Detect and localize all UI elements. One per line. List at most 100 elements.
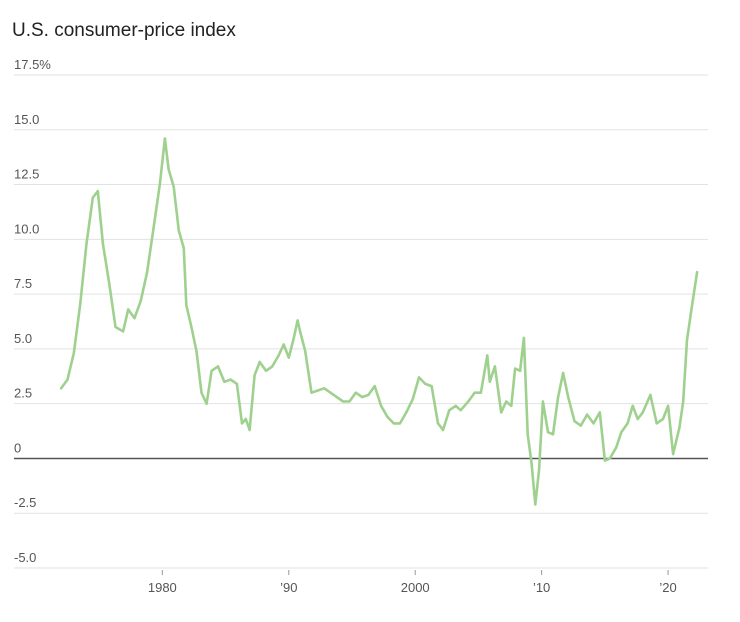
data-point xyxy=(258,360,261,364)
data-point xyxy=(430,384,433,388)
cpi-series-line xyxy=(59,137,699,506)
data-point xyxy=(264,369,268,372)
data-point xyxy=(303,349,307,353)
data-point xyxy=(405,411,408,414)
data-point xyxy=(296,319,299,322)
data-point xyxy=(695,271,699,274)
data-point xyxy=(341,400,345,403)
y-tick-label: 15.0 xyxy=(14,112,39,127)
data-point xyxy=(398,422,402,425)
data-point xyxy=(561,371,565,375)
data-point xyxy=(505,400,508,403)
data-point xyxy=(91,196,94,199)
data-point xyxy=(248,428,251,432)
data-point xyxy=(411,398,414,401)
data-point xyxy=(210,369,213,372)
data-point xyxy=(223,380,226,383)
data-point xyxy=(436,422,440,425)
data-point xyxy=(163,137,167,140)
data-point xyxy=(530,461,533,465)
data-point xyxy=(666,404,670,408)
data-point xyxy=(448,409,451,412)
data-point xyxy=(641,411,644,414)
data-point xyxy=(367,393,370,397)
data-point xyxy=(373,384,376,388)
data-point xyxy=(424,382,427,386)
chart-title: U.S. consumer-price index xyxy=(12,20,236,41)
y-tick-label: 7.5 xyxy=(14,276,32,291)
data-point xyxy=(108,281,111,285)
data-point xyxy=(185,303,188,307)
data-point xyxy=(510,404,513,408)
y-tick-label: 0 xyxy=(14,440,21,455)
data-point xyxy=(690,303,694,307)
data-point xyxy=(678,426,681,429)
data-point xyxy=(287,356,290,359)
series-layer xyxy=(59,137,699,506)
data-point xyxy=(310,391,313,394)
data-point xyxy=(229,378,232,381)
data-point xyxy=(145,271,149,274)
data-point xyxy=(392,422,395,425)
data-point xyxy=(316,389,320,392)
data-point xyxy=(121,330,125,333)
data-point xyxy=(579,424,583,427)
x-tick-label: ’10 xyxy=(533,580,550,595)
data-point xyxy=(200,391,203,394)
data-point xyxy=(253,373,256,377)
data-point xyxy=(522,336,526,340)
data-point xyxy=(96,189,100,193)
data-point xyxy=(661,417,665,421)
data-point xyxy=(534,503,537,506)
y-tick-label: 5.0 xyxy=(14,331,32,346)
data-point xyxy=(541,400,545,403)
x-tick-label: 1980 xyxy=(148,580,177,595)
y-axis-labels: 17.5% 15.0 12.5 10.0 7.5 5.0 2.5 0 -2.5 -5.0 xyxy=(14,57,51,565)
data-point xyxy=(240,422,244,425)
data-point xyxy=(526,433,529,436)
y-tick-label: 2.5 xyxy=(14,386,32,401)
data-point xyxy=(585,413,589,416)
data-point xyxy=(335,395,339,399)
data-point xyxy=(244,417,247,421)
data-point xyxy=(322,387,326,390)
data-point xyxy=(556,395,560,399)
data-point xyxy=(133,317,136,320)
data-point xyxy=(615,446,618,449)
data-point xyxy=(354,391,357,394)
data-point xyxy=(499,411,503,414)
data-point xyxy=(195,349,198,353)
data-point xyxy=(190,325,193,329)
data-point xyxy=(537,468,541,471)
x-tick-label: ’20 xyxy=(659,580,676,595)
data-point xyxy=(205,402,208,405)
data-point xyxy=(598,411,601,414)
x-tick-label: 2000 xyxy=(401,580,430,595)
data-point xyxy=(126,308,130,311)
data-point xyxy=(282,343,285,346)
data-point xyxy=(551,433,555,436)
gridlines xyxy=(14,74,708,569)
data-point xyxy=(271,365,274,368)
data-point xyxy=(101,242,105,245)
data-point xyxy=(177,229,180,232)
data-point xyxy=(513,367,517,370)
data-point xyxy=(78,303,82,307)
data-point xyxy=(486,354,489,357)
data-point xyxy=(626,422,629,425)
data-point xyxy=(608,457,612,460)
y-tick-label: 12.5 xyxy=(14,167,39,182)
data-point xyxy=(167,168,170,171)
data-point xyxy=(467,400,470,403)
data-point xyxy=(685,338,689,342)
data-point xyxy=(454,404,457,408)
data-point xyxy=(72,352,76,355)
data-point xyxy=(631,404,634,408)
y-tick-label: -5.0 xyxy=(14,550,36,565)
data-point xyxy=(139,299,143,302)
data-point xyxy=(636,417,639,421)
data-point xyxy=(298,330,302,333)
data-point xyxy=(114,325,117,329)
data-point xyxy=(493,365,497,368)
